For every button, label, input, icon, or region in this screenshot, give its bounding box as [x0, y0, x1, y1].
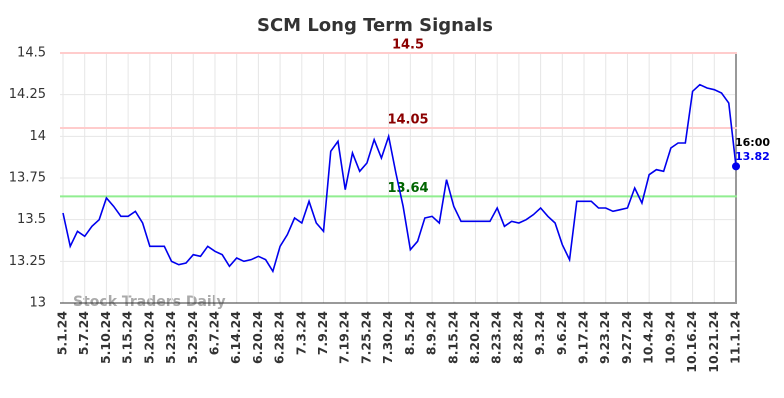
- x-tick-label: 7.19.24: [337, 311, 352, 364]
- y-tick-label: 13.5: [17, 212, 46, 227]
- x-tick-label: 5.23.24: [163, 311, 178, 364]
- reference-label: 14.5: [392, 38, 424, 53]
- x-tick-label: 7.9.24: [315, 311, 330, 356]
- line: [62, 83, 737, 274]
- x-tick-label: 8.15.24: [445, 311, 460, 364]
- x-tick-label: 8.20.24: [467, 311, 482, 364]
- x-tick-label: 5.15.24: [120, 311, 135, 364]
- last-point: [732, 162, 740, 171]
- x-tick-label: 8.28.24: [510, 311, 525, 364]
- x-tick-label: 5.10.24: [98, 311, 113, 364]
- y-tick-label: 14: [29, 129, 46, 144]
- x-tick-label: 11.1.24: [728, 311, 743, 364]
- reference-label: 14.05: [387, 113, 428, 128]
- x-tick-label: 9.3.24: [532, 311, 547, 356]
- x-tick-label: 5.29.24: [185, 311, 200, 364]
- chart-title: SCM Long Term Signals: [257, 15, 493, 36]
- watermark: Stock Traders Daily: [73, 294, 226, 310]
- y-tick-label: 13.25: [9, 254, 46, 269]
- x-tick-label: 10.21.24: [706, 311, 721, 373]
- y-tick-label: 14.5: [17, 46, 46, 61]
- x-tick-label: 8.23.24: [489, 311, 504, 364]
- x-tick-label: 6.7.24: [206, 311, 221, 356]
- x-tick-label: 6.28.24: [272, 311, 287, 364]
- x-tick-label: 9.23.24: [597, 311, 612, 364]
- y-tick-label: 14.25: [9, 87, 46, 102]
- x-tick-label: 5.20.24: [141, 311, 156, 364]
- x-tick-label: 10.9.24: [662, 311, 677, 364]
- last-time: 16:00: [735, 136, 770, 149]
- x-tick-label: 6.14.24: [228, 311, 243, 364]
- x-tick-label: 9.17.24: [576, 311, 591, 364]
- x-tick-label: 10.4.24: [641, 311, 656, 364]
- x-tick-label: 7.30.24: [380, 311, 395, 364]
- x-tick-label: 6.20.24: [250, 311, 265, 364]
- x-tick-label: 9.27.24: [619, 311, 634, 364]
- y-tick-label: 13: [29, 296, 46, 311]
- y-tick-label: 13.75: [9, 171, 46, 186]
- x-tick-label: 10.16.24: [684, 311, 699, 373]
- last-value: 13.82: [735, 150, 770, 163]
- x-tick-label: 8.9.24: [424, 311, 439, 356]
- x-tick-label: 9.6.24: [554, 311, 569, 356]
- x-tick-label: 7.25.24: [358, 311, 373, 364]
- x-tick-label: 5.1.24: [55, 311, 70, 356]
- reference-label: 13.64: [387, 181, 428, 196]
- x-tick-label: 7.3.24: [293, 311, 308, 356]
- x-tick-label: 8.5.24: [402, 311, 417, 356]
- x-tick-label: 5.7.24: [76, 311, 91, 356]
